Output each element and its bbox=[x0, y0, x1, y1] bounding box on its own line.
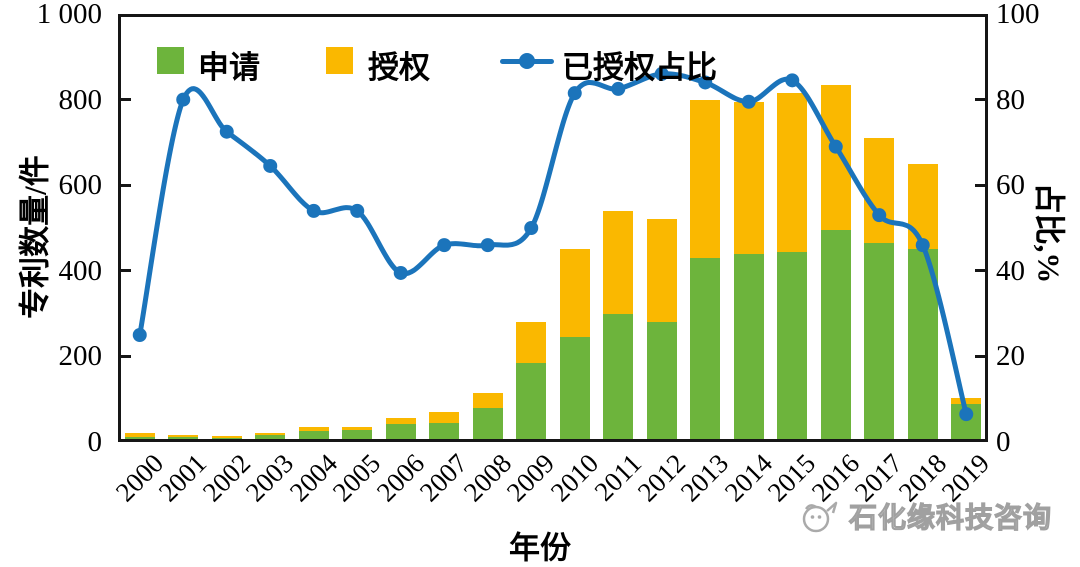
y-left-tick-label-600: 600 bbox=[58, 169, 103, 202]
bar-applied-2016 bbox=[820, 230, 851, 442]
plot-area: 申请 授权 已授权占比 bbox=[118, 14, 988, 442]
y-right-tick-label-80: 80 bbox=[996, 83, 1025, 116]
bar-granted-2005 bbox=[342, 427, 373, 431]
ratio-point-2018 bbox=[915, 238, 930, 253]
ratio-point-2009 bbox=[524, 221, 539, 235]
bar-granted-2004 bbox=[298, 427, 329, 431]
legend-swatch-applied bbox=[157, 47, 184, 74]
y-right-tick-label-0: 0 bbox=[996, 426, 1011, 458]
bar-applied-2006 bbox=[385, 423, 416, 442]
ratio-point-2016 bbox=[828, 139, 843, 154]
bar-granted-2007 bbox=[429, 412, 460, 423]
bar-granted-2017 bbox=[864, 138, 895, 243]
ratio-point-2004 bbox=[306, 203, 321, 218]
ratio-point-2013 bbox=[698, 75, 713, 90]
ratio-point-2010 bbox=[567, 86, 582, 101]
bar-granted-2013 bbox=[690, 99, 721, 258]
legend-dot-symbol-icon bbox=[519, 53, 535, 69]
y-left-tick-600 bbox=[118, 183, 131, 187]
bar-granted-2010 bbox=[559, 249, 590, 338]
bar-granted-2016 bbox=[820, 84, 851, 231]
bar-applied-2007 bbox=[429, 422, 460, 442]
bar-applied-2011 bbox=[603, 313, 634, 442]
watermark: 石化缘科技咨询 bbox=[800, 496, 1052, 536]
bar-applied-2009 bbox=[516, 362, 547, 442]
bar-applied-2010 bbox=[559, 337, 590, 442]
ratio-point-2011 bbox=[611, 81, 626, 96]
y-left-tick-label-800: 800 bbox=[58, 83, 103, 116]
bar-granted-2003 bbox=[255, 432, 286, 436]
bar-applied-2005 bbox=[342, 430, 373, 442]
bar-granted-2001 bbox=[168, 434, 199, 437]
y-axis-right-title: 占比,% bbox=[1031, 182, 1067, 284]
y-left-tick-label-1000: 1 000 bbox=[36, 0, 102, 30]
y-right-tick-80 bbox=[975, 98, 988, 102]
ratio-point-2005 bbox=[350, 203, 365, 218]
bar-applied-2015 bbox=[777, 251, 808, 442]
ratio-point-2019 bbox=[959, 407, 974, 422]
y-left-tick-label-0: 0 bbox=[87, 426, 103, 458]
y-left-tick-label-400: 400 bbox=[58, 254, 103, 287]
bar-applied-2004 bbox=[298, 430, 329, 442]
y-left-tick-200 bbox=[118, 354, 131, 358]
legend-label-granted: 授权 bbox=[368, 50, 430, 85]
legend-label-applied: 申请 bbox=[198, 50, 260, 85]
y-right-tick-label-40: 40 bbox=[996, 254, 1025, 287]
bar-granted-2011 bbox=[603, 210, 634, 314]
bar-applied-2012 bbox=[646, 322, 677, 442]
bar-granted-2018 bbox=[907, 163, 938, 250]
bar-applied-2013 bbox=[690, 257, 721, 442]
ratio-line-chart bbox=[132, 66, 974, 422]
bar-granted-2014 bbox=[733, 101, 764, 254]
bar-granted-2015 bbox=[777, 93, 808, 252]
bar-granted-2009 bbox=[516, 322, 547, 363]
bar-applied-2008 bbox=[472, 407, 503, 442]
ratio-line bbox=[137, 71, 969, 417]
ratio-point-2003 bbox=[263, 158, 278, 173]
bar-applied-2014 bbox=[733, 253, 764, 442]
legend-swatch-granted bbox=[326, 47, 353, 74]
y-right-tick-label-20: 20 bbox=[996, 340, 1025, 373]
bar-granted-2002 bbox=[211, 436, 242, 438]
y-left-tick-800 bbox=[118, 98, 131, 102]
ratio-point-2006 bbox=[393, 265, 408, 280]
y-right-tick-60 bbox=[975, 183, 988, 187]
bar-applied-2017 bbox=[864, 242, 895, 442]
bar-granted-2008 bbox=[472, 392, 503, 408]
ratio-point-2012 bbox=[654, 66, 669, 81]
ratio-point-2002 bbox=[219, 124, 234, 139]
bar-granted-2000 bbox=[124, 432, 155, 437]
ratio-point-2015 bbox=[785, 73, 800, 88]
bar-granted-2006 bbox=[385, 418, 416, 424]
y-right-tick-20 bbox=[975, 354, 988, 358]
y-right-tick-label-60: 60 bbox=[996, 169, 1025, 202]
ratio-point-2000 bbox=[132, 328, 147, 342]
legend-label-ratio: 已授权占比 bbox=[562, 50, 717, 85]
watermark-logo-icon bbox=[802, 501, 838, 533]
y-right-tick-label-100: 100 bbox=[996, 0, 1040, 30]
ratio-point-2017 bbox=[872, 208, 887, 223]
bar-applied-2003 bbox=[255, 435, 286, 442]
bar-granted-2019 bbox=[951, 398, 982, 405]
x-axis-title: 年份 bbox=[509, 530, 571, 566]
y-left-tick-400 bbox=[118, 269, 131, 273]
y-right-tick-40 bbox=[975, 269, 988, 273]
ratio-point-2008 bbox=[480, 238, 495, 253]
y-axis-left-title: 专利数量/件 bbox=[17, 155, 53, 319]
ratio-point-2014 bbox=[741, 94, 756, 109]
ratio-point-2001 bbox=[176, 92, 191, 107]
watermark-text: 石化缘科技咨询 bbox=[848, 502, 1053, 534]
bar-granted-2012 bbox=[646, 219, 677, 323]
y-left-tick-label-200: 200 bbox=[58, 340, 103, 373]
ratio-point-2007 bbox=[437, 238, 452, 253]
